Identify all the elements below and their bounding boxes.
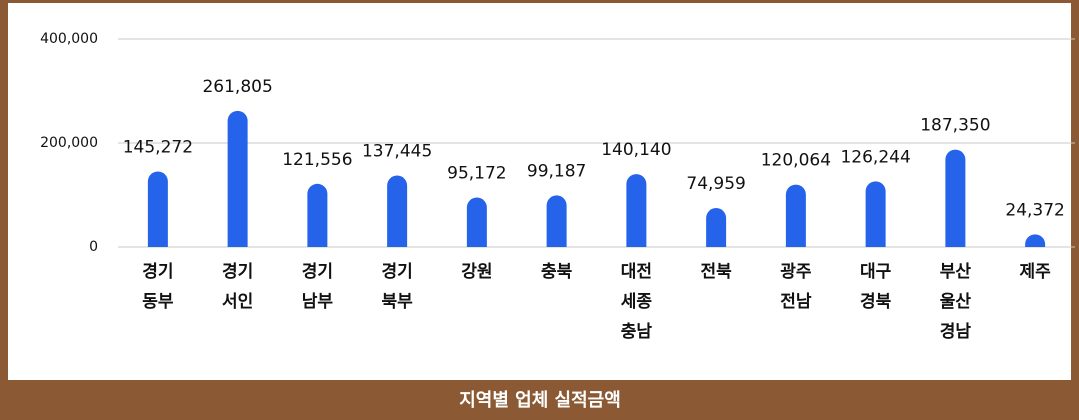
value-label: 95,172 — [447, 164, 506, 184]
bar — [466, 197, 487, 247]
x-tick-label: 충북 — [541, 262, 573, 282]
x-tick-label: 경기 — [381, 262, 412, 282]
x-tick-label: 서인 — [222, 292, 253, 312]
x-tick-label: 전북 — [700, 262, 732, 282]
chart-title: 지역별 업체 실적금액 — [459, 390, 621, 411]
bar — [1025, 234, 1046, 247]
y-tick-label: 200,000 — [40, 135, 98, 151]
value-label: 137,445 — [362, 142, 432, 162]
value-label: 126,244 — [840, 147, 910, 167]
x-tick-label: 강원 — [461, 262, 492, 282]
bar — [865, 181, 886, 247]
x-tick-label: 대전 — [621, 262, 652, 282]
x-tick-label: 울산 — [940, 292, 972, 312]
bar — [945, 149, 966, 247]
y-tick-label: 0 — [89, 239, 98, 255]
value-label: 187,350 — [920, 116, 990, 136]
x-tick-label: 대구 — [860, 262, 892, 282]
bar — [147, 171, 168, 247]
x-tick-label: 북부 — [381, 292, 413, 312]
title-banner — [0, 380, 1079, 420]
bar — [227, 110, 248, 248]
x-tick-label: 경기 — [142, 262, 173, 282]
bar — [307, 183, 328, 247]
value-label: 99,187 — [527, 161, 586, 181]
value-label: 261,805 — [202, 77, 272, 97]
x-tick-label: 경북 — [860, 292, 892, 312]
x-tick-label: 세종 — [621, 292, 653, 312]
x-tick-label: 남부 — [302, 292, 334, 312]
x-tick-label: 경기 — [302, 262, 333, 282]
x-tick-label: 부산 — [940, 262, 972, 282]
value-label: 145,272 — [123, 137, 193, 157]
bar — [706, 208, 727, 247]
y-tick-label: 400,000 — [40, 31, 98, 47]
bar — [546, 195, 567, 247]
x-tick-label: 충남 — [621, 322, 653, 342]
value-label: 120,064 — [761, 151, 831, 171]
x-tick-label: 경기 — [222, 262, 253, 282]
value-label: 74,959 — [686, 174, 745, 194]
bar — [626, 174, 647, 247]
x-tick-label: 전남 — [780, 292, 812, 312]
x-tick-label: 경남 — [940, 322, 972, 342]
value-label: 24,372 — [1005, 200, 1064, 220]
value-label: 121,556 — [282, 150, 352, 170]
bar — [387, 175, 408, 247]
x-tick-label: 동부 — [142, 292, 174, 312]
x-tick-label: 광주 — [780, 262, 812, 282]
value-label: 140,140 — [601, 140, 671, 160]
x-tick-label: 제주 — [1019, 262, 1051, 282]
bar — [785, 184, 806, 247]
plot-background — [8, 3, 1071, 380]
